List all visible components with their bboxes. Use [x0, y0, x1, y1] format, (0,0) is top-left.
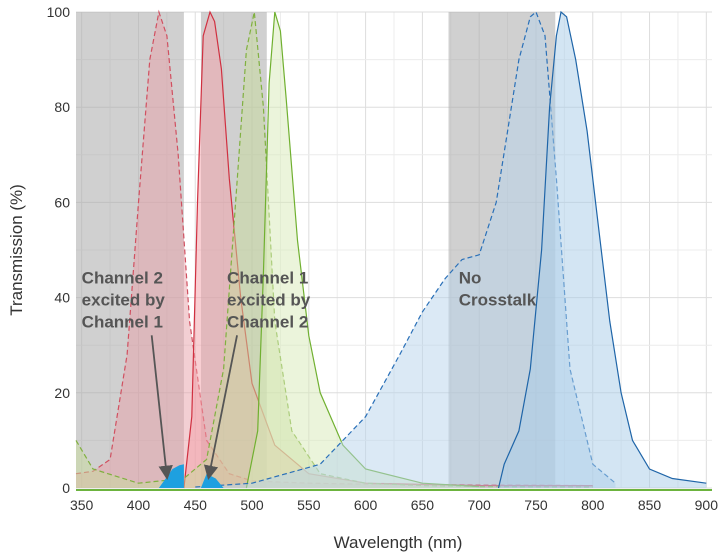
annotation-line: No	[459, 268, 482, 287]
series-group	[75, 9, 707, 489]
x-tick-label: 900	[695, 497, 719, 513]
y-tick-label: 40	[54, 290, 70, 306]
x-tick-label: 800	[581, 497, 605, 513]
axes: 350 400 450 500 550 600 650 700 750 800 850 900 0 20 4…	[47, 4, 719, 513]
series-area-5	[498, 12, 707, 488]
annotation-line: Channel 2	[227, 312, 308, 331]
x-tick-label: 350	[70, 497, 94, 513]
annotation-line: Channel 1	[227, 268, 308, 287]
x-tick-label: 400	[127, 497, 151, 513]
y-axis-label: Transmission (%)	[7, 184, 26, 316]
annotation-arrow-1	[203, 335, 238, 481]
annotation-2: No Crosstalk	[459, 268, 537, 309]
annotation-line: Channel 2	[82, 268, 163, 287]
x-tick-label: 850	[638, 497, 662, 513]
series-area-4	[195, 12, 616, 488]
series-area-0	[76, 12, 593, 488]
y-tick-label: 60	[54, 194, 70, 210]
annotation-1: Channel 1 excited by Channel 2	[227, 268, 311, 331]
y-tick-label: 20	[54, 385, 70, 401]
annotation-line: Channel 1	[82, 312, 163, 331]
x-tick-label: 600	[354, 497, 378, 513]
annotation-arrow-0	[150, 335, 173, 481]
annotation-line: Crosstalk	[459, 290, 537, 309]
x-axis-label: Wavelength (nm)	[334, 533, 463, 552]
series-area-3	[246, 12, 480, 488]
annotation-line: excited by	[227, 290, 311, 309]
annotations: Channel 2 excited by Channel 1 Channel 1 exc…	[82, 268, 537, 481]
y-tick-label: 0	[62, 480, 70, 496]
x-tick-label: 450	[184, 497, 208, 513]
x-tick-label: 700	[467, 497, 491, 513]
x-tick-label: 550	[297, 497, 321, 513]
annotation-line: excited by	[82, 290, 166, 309]
x-tick-label: 750	[524, 497, 548, 513]
y-tick-label: 80	[54, 99, 70, 115]
y-tick-label: 100	[47, 4, 71, 20]
series-line-5	[497, 10, 707, 489]
x-tick-label: 500	[240, 497, 264, 513]
annotation-0: Channel 2 excited by Channel 1	[82, 268, 166, 331]
x-tick-label: 650	[411, 497, 435, 513]
